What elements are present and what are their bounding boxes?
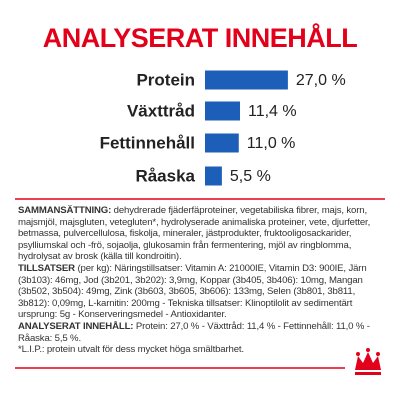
bar (205, 133, 239, 153)
paragraph-label: SAMMANSÄTTNING: (18, 205, 112, 216)
chart-title: ANALYSERAT INNEHÅLL (43, 22, 358, 53)
category-label: Protein (136, 70, 195, 89)
paragraph-text: (per kg): Näringstillsatser: Vitamin A: … (18, 262, 367, 321)
category-label: Råaska (135, 166, 195, 185)
composition-text: SAMMANSÄTTNING: dehydrerade fjäderfäprot… (18, 205, 384, 356)
paragraph-label: TILLSATSER (18, 262, 75, 274)
category-label: Växttråd (127, 101, 195, 120)
bar (205, 101, 240, 121)
value-label: 11,4 % (248, 103, 297, 120)
value-label: 5,5 % (230, 168, 271, 185)
paragraph-label: ANALYSERAT INNEHÅLL: (18, 320, 134, 332)
category-label: Fettinnehåll (100, 133, 195, 152)
logo (355, 348, 381, 375)
paragraph: *L.I.P.: protein utvalt för dess mycket … (18, 344, 384, 356)
paragraph: TILLSATSER (per kg): Näringstillsatser: … (18, 263, 384, 321)
paragraph-text: dehydrerade fjäderfäproteiner, vegetabil… (18, 205, 371, 263)
bar (205, 70, 288, 90)
value-label: 27,0 % (296, 72, 346, 89)
bar (205, 166, 222, 186)
paragraph: ANALYSERAT INNEHÅLL: Protein: 27,0 % - V… (18, 321, 384, 344)
paragraph: SAMMANSÄTTNING: dehydrerade fjäderfäprot… (18, 205, 384, 263)
paragraph-text: *L.I.P.: protein utvalt för dess mycket … (18, 344, 244, 356)
paragraph-text: Protein: 27,0 % - Växttråd: 11,4 % - Fet… (18, 320, 370, 344)
value-label: 11,0 % (247, 135, 296, 152)
